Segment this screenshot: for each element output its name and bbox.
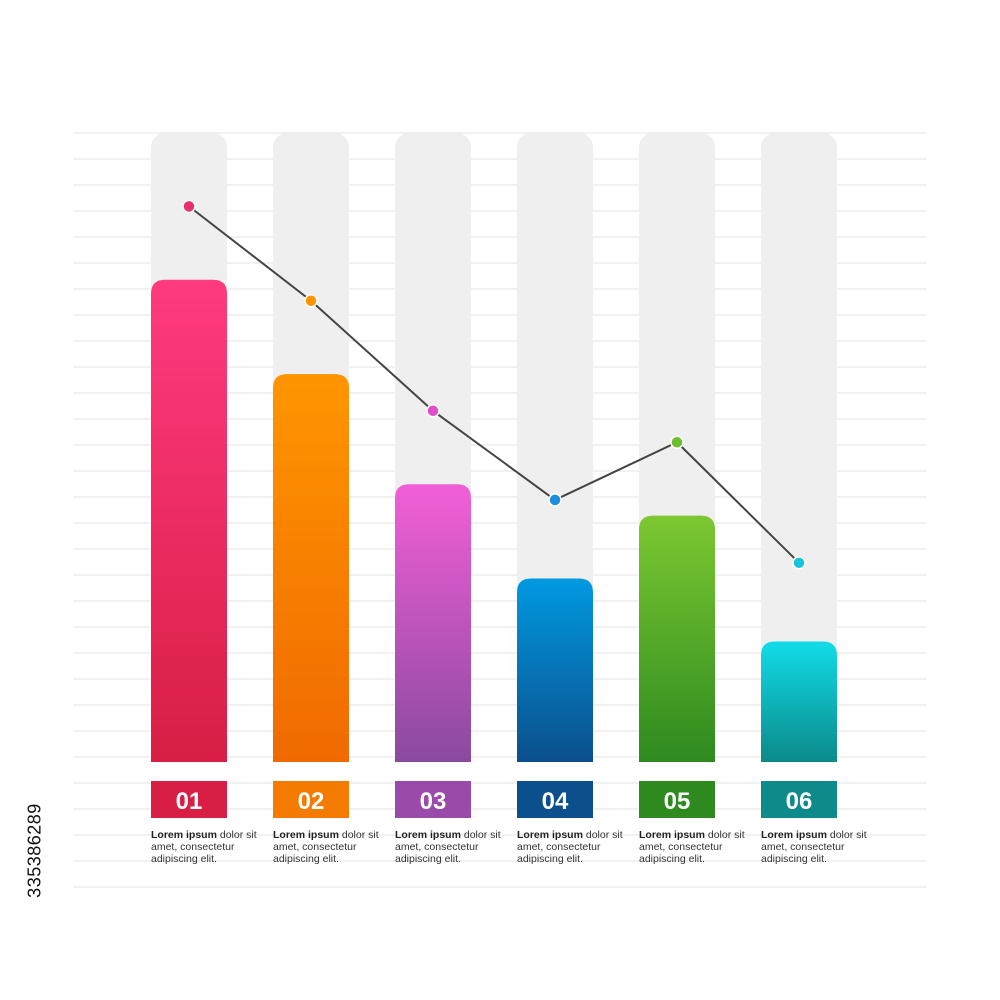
- caption: Lorem ipsum dolor sit amet, consectetur …: [273, 829, 393, 865]
- trend-point: [670, 435, 684, 450]
- category-label: 01: [176, 788, 203, 815]
- category-label-box: [517, 781, 593, 818]
- trend-polyline: [188, 205, 800, 564]
- caption-text: dolor sit amet, consectetur adipiscing e…: [395, 829, 501, 865]
- bars: [151, 279, 837, 762]
- caption-text: dolor sit amet, consectetur adipiscing e…: [273, 829, 379, 865]
- caption-bold: Lorem ipsum: [639, 829, 705, 841]
- caption-bold: Lorem ipsum: [395, 829, 461, 841]
- caption: Lorem ipsum dolor sit amet, consectetur …: [761, 829, 881, 865]
- bar-02: [273, 374, 349, 762]
- caption-bold: Lorem ipsum: [273, 829, 339, 841]
- category-label: 04: [542, 788, 569, 815]
- category-label-box: [761, 781, 837, 818]
- trend-point: [304, 293, 318, 308]
- category-label-box: [151, 781, 227, 818]
- trend-point: [548, 493, 562, 507]
- bar-track: [761, 133, 837, 762]
- category-label-box: [395, 781, 471, 818]
- category-label: 03: [420, 788, 447, 815]
- caption-text: dolor sit amet, consectetur adipiscing e…: [639, 829, 745, 865]
- category-label-box: [639, 781, 715, 818]
- caption: Lorem ipsum dolor sit amet, consectetur …: [395, 829, 515, 865]
- caption-bold: Lorem ipsum: [151, 829, 217, 841]
- caption: Lorem ipsum dolor sit amet, consectetur …: [517, 829, 637, 865]
- bar-03: [395, 484, 471, 762]
- caption-bold: Lorem ipsum: [517, 829, 583, 841]
- category-label: 02: [298, 788, 325, 815]
- stock-id-text: 335386289: [24, 803, 45, 898]
- category-label-box: [273, 781, 349, 818]
- bar-01: [151, 279, 227, 762]
- category-label: 06: [786, 788, 813, 815]
- caption-text: dolor sit amet, consectetur adipiscing e…: [517, 829, 623, 865]
- bar-06: [761, 641, 837, 762]
- bar-05: [639, 515, 715, 762]
- category-labels: 01 02 03 04 05 06: [151, 781, 837, 818]
- caption-bold: Lorem ipsum: [761, 829, 827, 841]
- bar-tracks: [151, 133, 837, 762]
- bar-04: [517, 578, 593, 762]
- category-label: 05: [664, 788, 691, 815]
- caption: Lorem ipsum dolor sit amet, consectetur …: [151, 829, 271, 865]
- trend-point: [792, 556, 806, 570]
- caption: Lorem ipsum dolor sit amet, consectetur …: [639, 829, 759, 865]
- trend-line: [182, 199, 806, 570]
- trend-point: [182, 199, 196, 214]
- caption-text: dolor sit amet, consectetur adipiscing e…: [151, 829, 257, 865]
- caption-text: dolor sit amet, consectetur adipiscing e…: [761, 829, 867, 865]
- trend-point: [426, 404, 440, 418]
